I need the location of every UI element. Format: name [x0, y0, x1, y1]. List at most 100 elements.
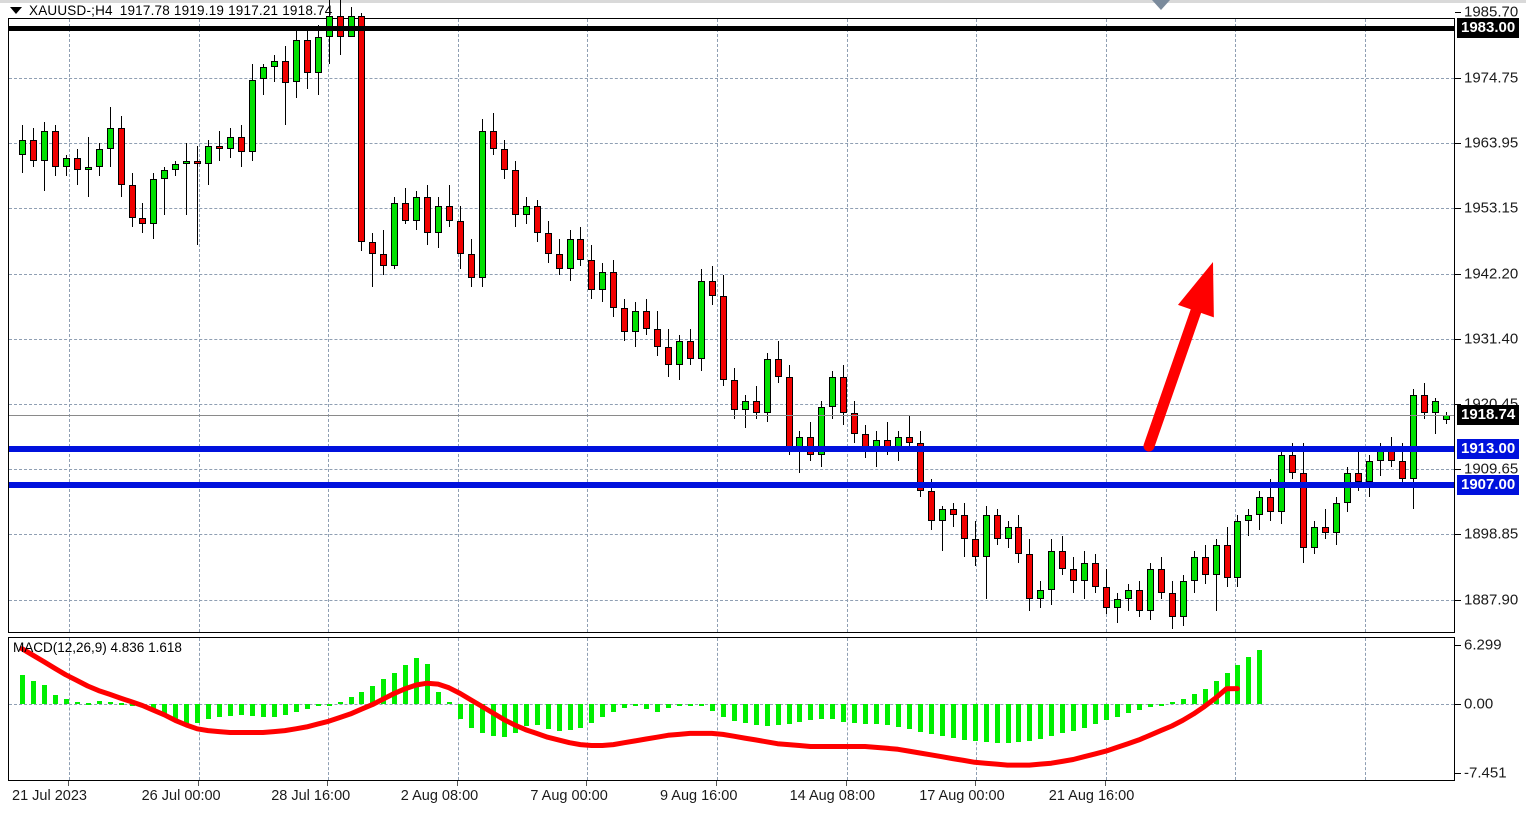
candle-body [1300, 473, 1308, 549]
macd-bar [239, 703, 244, 715]
time-tick [716, 781, 717, 786]
macd-panel[interactable]: MACD(12,26,9) 4.836 1.618 [8, 637, 1455, 781]
candle-wick [1357, 449, 1359, 492]
macd-bar [830, 703, 836, 720]
macd-bar [775, 703, 781, 726]
axis-tick [1455, 142, 1461, 144]
triangle-down-icon[interactable] [10, 6, 22, 14]
candle-body [369, 241, 377, 254]
candle-body [73, 157, 81, 170]
macd-bar [1016, 703, 1022, 742]
macd-title: MACD(12,26,9) 4.836 1.618 [13, 640, 182, 655]
macd-bar [677, 703, 682, 706]
level-line-resistance-1983[interactable] [9, 26, 1454, 32]
chart-header: XAUUSD-;H4 1917.78 1919.19 1917.21 1918.… [10, 2, 332, 18]
candle-body [829, 377, 837, 408]
candle-wick [372, 232, 374, 287]
candle-body [270, 61, 278, 68]
scale-pointer-icon[interactable] [1152, 0, 1170, 10]
macd-bar [600, 703, 606, 717]
candle-body [467, 253, 475, 278]
macd-histogram-series [9, 638, 1454, 780]
candle-body [1048, 551, 1056, 591]
candle-body [259, 67, 267, 80]
trend-arrow-annotation [1143, 262, 1214, 452]
candle-body [380, 253, 388, 266]
macd-bar [633, 703, 639, 707]
candle-body [1431, 401, 1439, 414]
candle-body [402, 202, 410, 221]
macd-bar [315, 703, 321, 707]
candle-body [741, 401, 749, 411]
candle-body [818, 407, 826, 456]
price-level-label-highlight[interactable]: 1918.74 [1457, 404, 1520, 425]
price-level-label-highlight[interactable]: 1983.00 [1457, 18, 1520, 39]
candle-body [1103, 587, 1111, 609]
macd-bar [644, 703, 650, 710]
time-axis[interactable]: 21 Jul 2023 26 Jul 00:00 28 Jul 16:00 2 Aug… [8, 781, 1455, 813]
candle-body [1409, 395, 1417, 480]
macd-bar [1049, 703, 1055, 737]
candle-body [938, 509, 946, 522]
candle-body [1157, 569, 1165, 594]
time-tick [975, 781, 977, 786]
macd-bar [655, 703, 661, 712]
macd-axis-label: -7.451 [1464, 764, 1507, 782]
candle-body [172, 163, 180, 170]
macd-bar [1202, 688, 1208, 704]
candle-body [708, 280, 716, 296]
macd-bar [863, 703, 869, 725]
macd-bar [293, 703, 299, 712]
macd-bar [282, 703, 288, 715]
macd-bar [271, 703, 277, 717]
candle-body [457, 220, 464, 254]
level-line-support-1913[interactable] [9, 446, 1454, 453]
level-line-support-1907[interactable] [9, 482, 1454, 489]
candle-body [971, 539, 979, 558]
macd-bar [1071, 703, 1077, 731]
candle-body [161, 169, 169, 179]
candle-body [665, 346, 673, 365]
macd-bar [742, 703, 748, 724]
macd-bar [403, 665, 409, 704]
candle-body [610, 271, 618, 308]
axis-tick [1455, 703, 1461, 705]
price-axis-label: 1909.65 [1464, 460, 1519, 478]
macd-bar [129, 703, 135, 706]
candle-body [763, 358, 771, 414]
axis-tick [1455, 78, 1461, 79]
macd-bar [414, 658, 420, 704]
candle-body [916, 443, 924, 492]
macd-bar [20, 674, 25, 704]
price-axis[interactable]: 1985.70 1983.00 1974.75 1963.95 1953.15 1942.… [1455, 0, 1526, 813]
macd-bar [458, 703, 463, 719]
candle-body [62, 157, 70, 167]
macd-bar [512, 703, 518, 734]
macd-bar [972, 703, 978, 741]
macd-bar [74, 701, 80, 704]
macd-bar [720, 703, 726, 717]
candle-body [1256, 497, 1264, 516]
macd-bar [173, 703, 179, 723]
price-axis-label: 1931.40 [1464, 330, 1519, 348]
macd-bar [808, 703, 814, 721]
candle-body [500, 148, 508, 170]
candle-wick [1434, 398, 1436, 435]
price-level-label-blue[interactable]: 1907.00 [1457, 475, 1520, 496]
candle-body [1146, 569, 1154, 612]
macd-bar [30, 681, 36, 704]
macd-bar [534, 703, 540, 726]
macd-bar [786, 703, 792, 725]
time-axis-label: 28 Jul 16:00 [271, 788, 351, 804]
candle-body [84, 166, 92, 170]
candle-body [106, 127, 114, 149]
time-axis-label: 14 Aug 08:00 [789, 788, 876, 804]
candle-body [303, 40, 311, 74]
price-axis-label: 1887.90 [1464, 591, 1519, 609]
price-chart-panel[interactable] [8, 0, 1455, 633]
candle-wick [799, 431, 801, 474]
price-level-label-blue[interactable]: 1913.00 [1457, 439, 1520, 460]
macd-bar [556, 703, 562, 731]
price-axis-label: 1963.95 [1464, 134, 1519, 152]
level-line-current-price[interactable] [9, 414, 1454, 416]
